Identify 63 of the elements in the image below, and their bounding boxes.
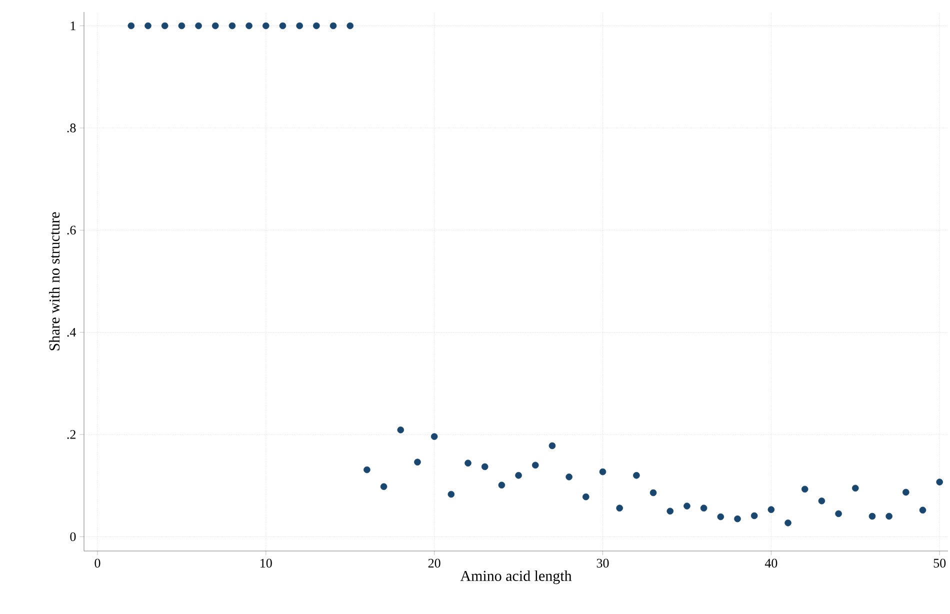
point — [734, 515, 741, 522]
x-tick-label: 10 — [260, 558, 272, 568]
point — [262, 22, 270, 30]
point — [330, 22, 337, 30]
y-tick-label: .6 — [67, 226, 76, 235]
y-tick-label: 1 — [70, 22, 76, 30]
y-tick-label: .2 — [67, 430, 76, 439]
point — [380, 483, 388, 490]
point — [700, 504, 708, 512]
point — [582, 493, 590, 500]
point — [750, 512, 758, 520]
point — [128, 22, 135, 30]
point — [414, 458, 421, 466]
point — [868, 512, 876, 520]
x-tick-label: 50 — [934, 558, 946, 568]
point — [279, 22, 286, 30]
point — [161, 22, 168, 30]
point — [178, 22, 186, 30]
point — [717, 513, 724, 520]
point — [532, 462, 539, 469]
point — [430, 433, 438, 440]
point — [296, 22, 303, 30]
point — [818, 498, 826, 504]
point — [936, 478, 943, 486]
point — [464, 460, 472, 467]
point — [633, 472, 640, 479]
point — [481, 463, 488, 470]
y-tick-label: .8 — [67, 124, 76, 132]
y-tick-label: .4 — [67, 328, 76, 337]
point — [616, 504, 623, 512]
point — [397, 426, 404, 434]
point — [768, 506, 775, 514]
y-axis-title: Share with no structure — [49, 212, 60, 350]
point — [548, 442, 556, 450]
point — [212, 22, 219, 30]
point — [666, 508, 674, 515]
point — [835, 510, 842, 518]
point — [650, 489, 657, 496]
x-tick-label: 20 — [428, 558, 440, 568]
point — [498, 482, 506, 488]
point — [566, 474, 572, 480]
x-tick-label: 0 — [94, 558, 100, 568]
point — [801, 486, 808, 493]
point — [902, 488, 910, 496]
point — [919, 506, 926, 514]
point — [684, 502, 690, 510]
point — [346, 22, 354, 30]
x-tick-label: 30 — [596, 558, 609, 568]
point — [448, 490, 455, 498]
point — [364, 466, 370, 474]
point — [144, 22, 152, 30]
point — [784, 520, 792, 526]
point — [515, 472, 522, 479]
point — [599, 468, 606, 476]
y-tick-label: 0 — [70, 532, 76, 542]
point — [313, 22, 320, 30]
x-tick-label: 40 — [764, 558, 778, 568]
point — [886, 512, 892, 520]
x-axis-title: Amino acid length — [460, 570, 572, 584]
point — [852, 484, 859, 492]
point — [228, 22, 236, 30]
point — [246, 22, 252, 30]
point — [195, 22, 202, 30]
